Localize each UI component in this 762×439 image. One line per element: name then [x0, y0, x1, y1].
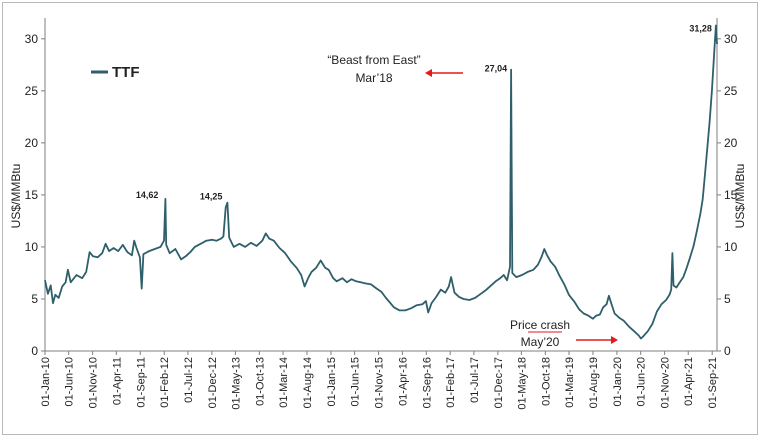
x-tick-label: 01-Apr-16: [397, 357, 409, 406]
peak-label: 31,28: [689, 23, 712, 33]
peak-label: 27,04: [485, 64, 508, 74]
chart-frame: [2, 2, 758, 435]
y-ticks-right: 0 5 10 15 20 25 30: [717, 32, 738, 358]
x-tick-label: 01-Jun-10: [64, 357, 76, 407]
x-tick-label: 01-Dec-12: [207, 357, 219, 408]
annotation-beast-from-east: “Beast from East” Mar’18: [327, 53, 463, 85]
x-tick-label: 01-Jul-12: [183, 357, 195, 403]
y-tick-label-right: 10: [724, 240, 738, 254]
x-tick-label: 01-Oct-13: [254, 357, 266, 406]
y-tick-label-left: 5: [31, 292, 38, 306]
x-tick-label: 01-Oct-18: [540, 357, 552, 406]
x-tick-label: 01-Nov-20: [660, 357, 672, 408]
axes: [44, 18, 718, 352]
annotation-beast-line1: “Beast from East”: [327, 53, 420, 67]
y-tick-label-right: 20: [724, 136, 738, 150]
x-tick-label: 01-May-13: [230, 357, 242, 410]
y-tick-label-left: 20: [25, 136, 39, 150]
series-ttf-line: [44, 24, 718, 340]
y-axis-title-right: US$/MMBtu: [733, 164, 747, 229]
x-tick-label: 01-Jan-20: [612, 357, 624, 407]
y-tick-label-right: 5: [724, 292, 731, 306]
peak-label: 14,25: [200, 192, 223, 202]
y-tick-label-left: 30: [25, 32, 39, 46]
legend: TTF: [91, 64, 140, 81]
annotation-crash-line1: Price crash: [510, 318, 570, 332]
x-tick-label: 01-Nov-15: [374, 357, 386, 408]
y-tick-label-left: 10: [25, 240, 39, 254]
y-tick-label-right: 0: [724, 344, 731, 358]
x-tick-label: 01-Dec-17: [493, 357, 505, 408]
x-tick-label: 01-Jan-15: [326, 357, 338, 407]
x-ticks: 01-Jan-10 01-Jun-10 01-Nov-10 01-Apr-11 01-S…: [40, 351, 719, 410]
x-tick-label: 01-Mar-14: [278, 357, 290, 408]
x-tick-label: 01-Nov-10: [88, 357, 100, 408]
y-tick-label-left: 15: [25, 188, 39, 202]
y-tick-label-right: 15: [724, 188, 738, 202]
x-tick-label: 01-Aug-14: [302, 357, 314, 408]
y-tick-label-right: 25: [724, 84, 738, 98]
x-tick-label: 01-Sep-16: [421, 357, 433, 408]
annotation-arrow-beast: [425, 69, 463, 77]
x-tick-label: 01-Apr-11: [111, 357, 123, 405]
x-tick-label: 01-Sep-21: [707, 357, 719, 408]
annotation-price-crash: Price crash May’20: [510, 318, 618, 349]
y-axis-title-left: US$/MMBtu: [9, 164, 23, 229]
y-tick-label-left: 25: [25, 84, 39, 98]
x-tick-label: 01-Jul-17: [469, 357, 481, 403]
peak-label: 14,62: [136, 190, 159, 200]
y-tick-label-right: 30: [724, 32, 738, 46]
arrow-head: [425, 69, 432, 77]
annotation-beast-line2: Mar’18: [355, 71, 392, 85]
annotation-crash-line2: May’20: [521, 335, 560, 349]
x-tick-label: 01-Sep-11: [135, 357, 147, 408]
peak-labels: 14,62 14,25 27,04 31,28: [136, 23, 712, 201]
arrow-head: [611, 336, 618, 344]
x-tick-label: 01-Jun-20: [636, 357, 648, 407]
x-tick-label: 01-Jan-10: [40, 357, 52, 407]
x-tick-label: 01-May-18: [516, 357, 528, 410]
y-tick-label-left: 0: [31, 344, 38, 358]
x-tick-label: 01-Feb-17: [445, 357, 457, 408]
x-tick-label: 01-Feb-12: [159, 357, 171, 408]
x-tick-label: 01-Apr-21: [683, 357, 695, 406]
y-ticks-left: 0 5 10 15 20 25 30: [25, 32, 45, 358]
x-tick-label: 01-Jun-15: [350, 357, 362, 407]
x-tick-label: 01-Mar-19: [564, 357, 576, 408]
legend-label-ttf: TTF: [112, 64, 140, 81]
annotation-arrow-crash: [576, 336, 618, 344]
x-tick-label: 01-Aug-19: [588, 357, 600, 408]
